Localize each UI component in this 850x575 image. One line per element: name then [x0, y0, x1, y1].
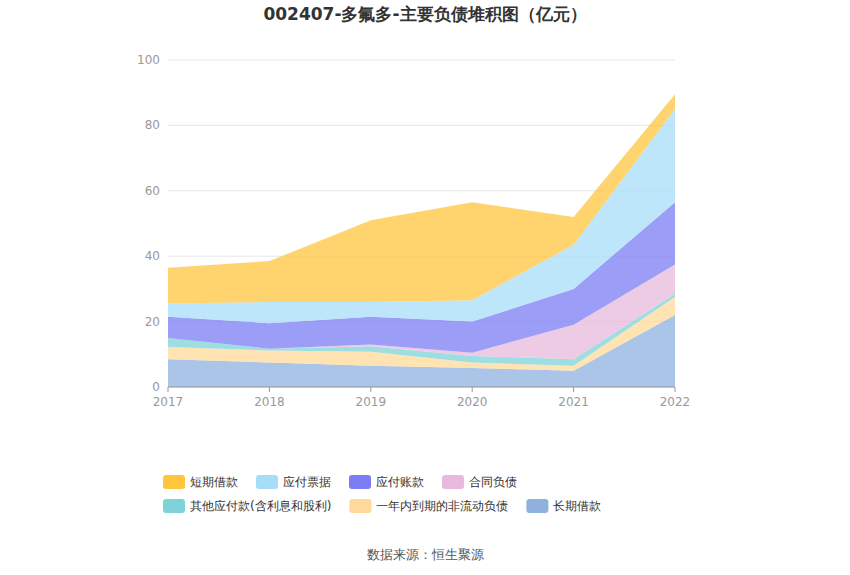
legend-label: 短期借款 — [190, 475, 238, 489]
legend-swatch — [256, 475, 278, 489]
x-axis — [168, 387, 675, 388]
plot-area — [168, 94, 675, 387]
grid-line — [168, 60, 675, 61]
y-tick-label: 0 — [152, 380, 160, 394]
x-tick-label: 2018 — [254, 395, 285, 409]
legend-item: 长期借款 — [526, 499, 601, 513]
legend-item: 合同负债 — [442, 475, 517, 489]
source: 数据来源：恒生聚源 — [367, 547, 484, 562]
legend-label: 一年内到期的非流动负债 — [376, 499, 508, 513]
legend-item: 短期借款 — [163, 475, 238, 489]
y-tick-label: 100 — [137, 53, 160, 67]
x-tick — [269, 387, 270, 392]
legend-swatch — [442, 475, 464, 489]
area — [168, 94, 675, 303]
legend-swatch — [526, 499, 548, 513]
legend-item: 其他应付款(含利息和股利) — [163, 499, 331, 513]
legend-swatch — [349, 475, 371, 489]
legend-swatch — [163, 475, 185, 489]
y-tick-label: 80 — [145, 118, 160, 132]
x-tick-label: 2017 — [153, 395, 184, 409]
title: 002407-多氟多-主要负债堆积图（亿元） — [263, 4, 586, 24]
x-tick — [573, 387, 574, 392]
grid-line — [168, 125, 675, 126]
x-tick — [472, 387, 473, 392]
y-tick-label: 60 — [145, 184, 160, 198]
legend-label: 应付账款 — [376, 475, 424, 489]
legend-item: 应付票据 — [256, 475, 331, 489]
chart: 002407-多氟多-主要负债堆积图（亿元） 0 20 40 60 80 100 2017 20… — [0, 0, 850, 575]
x-tick-label: 2022 — [660, 395, 691, 409]
x-tick-label: 2021 — [558, 395, 589, 409]
x-tick — [370, 387, 371, 392]
legend-swatch — [349, 499, 371, 513]
legend-label: 应付票据 — [283, 475, 331, 489]
legend-item: 应付账款 — [349, 475, 424, 489]
legend-label: 长期借款 — [553, 499, 601, 513]
y-tick-label: 20 — [145, 315, 160, 329]
legend-item: 一年内到期的非流动负债 — [349, 499, 508, 513]
x-tick — [675, 387, 676, 392]
legend-label: 其他应付款(含利息和股利) — [190, 499, 331, 513]
x-tick-label: 2019 — [356, 395, 387, 409]
grid-line — [168, 387, 675, 388]
legend-label: 合同负债 — [469, 475, 517, 489]
y-tick-label: 40 — [145, 249, 160, 263]
legend-swatch — [163, 499, 185, 513]
x-tick — [168, 387, 169, 392]
x-tick-label: 2020 — [457, 395, 488, 409]
